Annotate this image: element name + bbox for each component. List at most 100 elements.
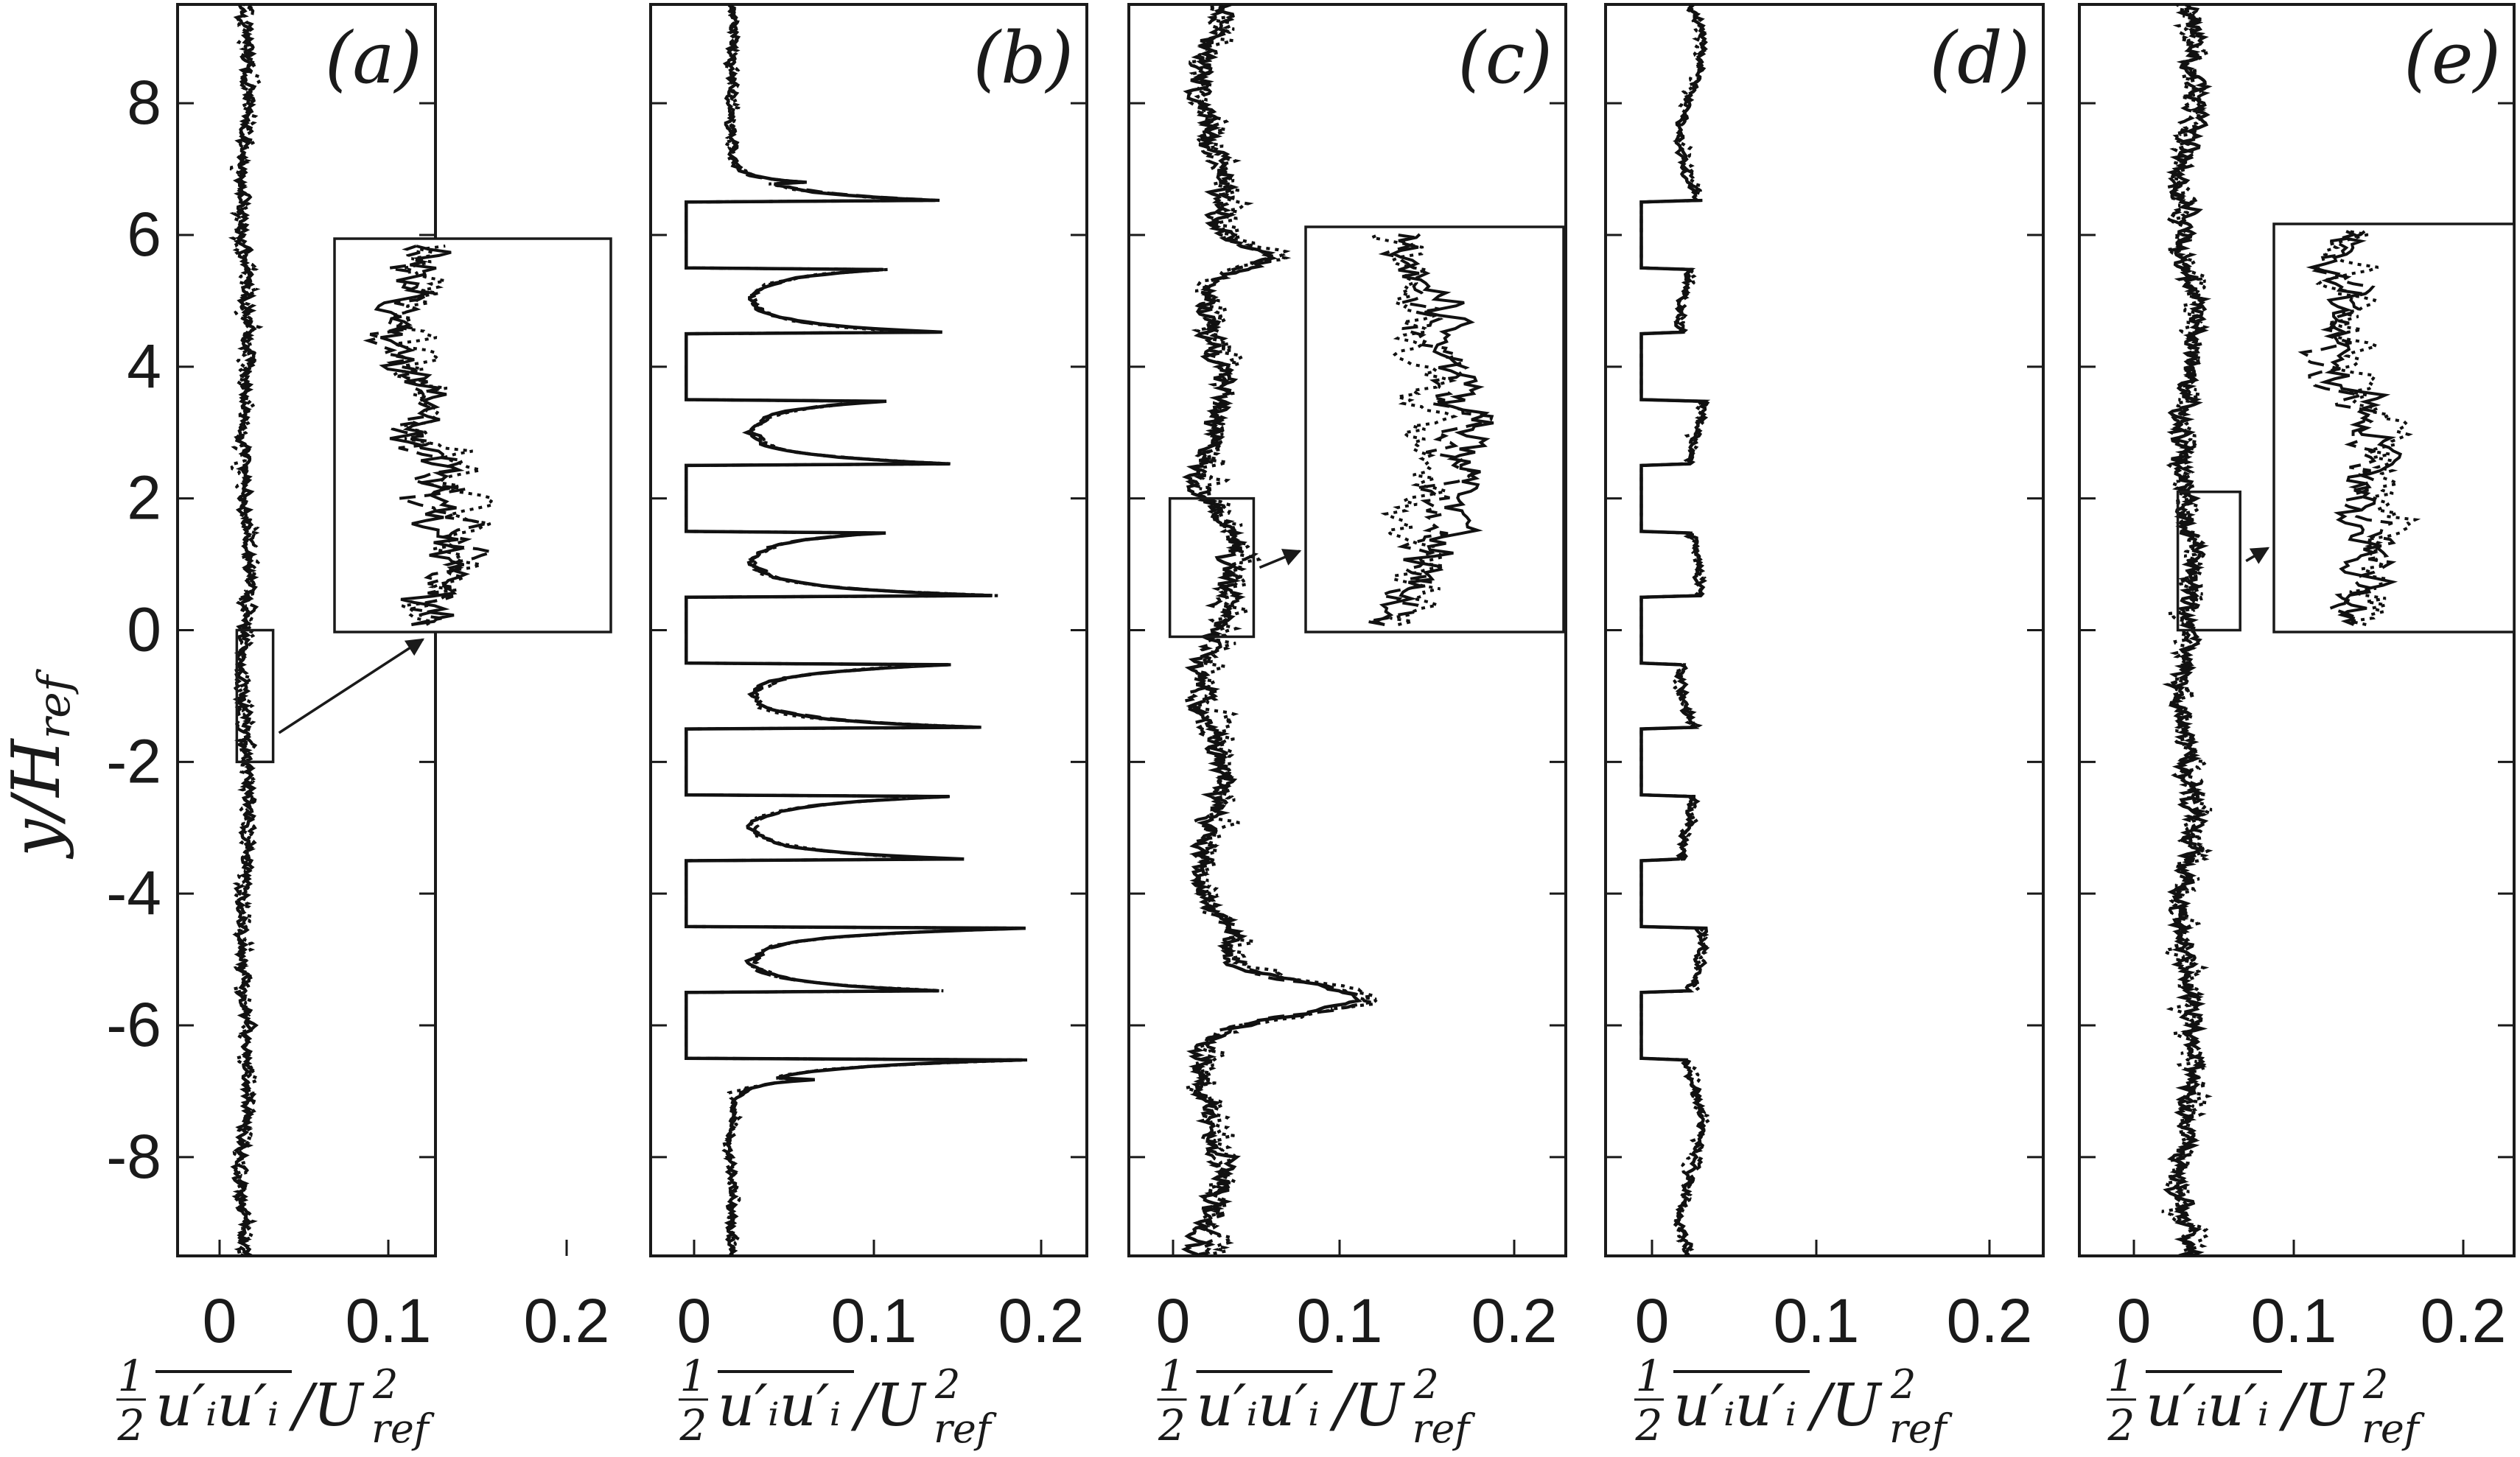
x-label-half-num: 1 [1158,1351,1186,1401]
zoom-box [2176,490,2241,632]
inset-curves [1366,233,1494,626]
x-label-expr: u′ᵢu′ᵢ [1673,1373,1796,1439]
y-tick-label: -4 [106,858,161,927]
zoom-box [235,628,275,764]
inset-solid-line [2306,230,2403,625]
dotted-profile-line [1185,4,1379,1256]
svg-text:y/Href: y/Href [0,668,80,860]
zoom-arrow [2245,547,2270,564]
dotted-profile-line [685,4,1028,1256]
y-tick-label: 8 [127,68,161,137]
dashed-profile-line [1639,4,1710,1256]
y-tick-label: 6 [127,200,161,269]
inset-dotted-line [1366,233,1458,626]
x-tick-label: 0.1 [2251,1286,2337,1355]
dashed-profile-line [2163,4,2211,1256]
x-tick-label: 0 [1156,1286,1191,1355]
x-label-expr: u′ᵢu′ᵢ [718,1373,841,1439]
panel-label: (a) [325,17,422,99]
x-label-sub: ref [1889,1405,1953,1452]
y-tick-label: 0 [127,595,161,664]
x-label-sub: ref [1413,1405,1476,1452]
y-axis-label: y/Href [0,668,80,860]
inset-curves [2297,230,2421,626]
x-tick-label: 0 [1635,1286,1670,1355]
x-label-half-den: 2 [2107,1400,2135,1450]
x-label-sup: 2 [934,1361,960,1408]
x-tick-label: 0.1 [346,1286,432,1355]
x-label-sub: ref [2362,1405,2425,1452]
x-tick-label: 0 [2117,1286,2152,1355]
x-label-sup: 2 [1413,1361,1439,1408]
y-tick-label: -6 [106,990,161,1059]
x-label-sup: 2 [2362,1361,2388,1408]
x-tick-label: 0.2 [998,1286,1085,1355]
x-label-expr: u′ᵢu′ᵢ [155,1373,279,1439]
x-label-half-num: 1 [118,1351,145,1401]
solid-profile-line [1180,4,1362,1256]
x-tick-label: 0.2 [1947,1286,2033,1355]
y-tick-label: -2 [106,726,161,796]
inset-dashed-line [2297,230,2397,626]
zoom-arrow [1259,549,1302,569]
panel-label: (e) [2404,17,2501,99]
x-label-expr: u′ᵢu′ᵢ [2146,1373,2269,1439]
x-label-denom: /U [850,1371,927,1439]
x-tick-label: 0.2 [2421,1286,2507,1355]
y-tick-label: 4 [127,331,161,401]
dotted-profile-line [1639,4,1713,1256]
x-tick-label: 0.1 [1297,1286,1383,1355]
x-label-denom: /U [288,1371,365,1439]
x-label-half-den: 2 [679,1400,707,1450]
panel-label: (b) [973,17,1074,99]
x-label-half-num: 1 [1636,1351,1663,1401]
x-label-half-num: 1 [680,1351,707,1401]
dashed-profile-line [685,4,1026,1256]
inset-dashed-line [1366,233,1494,626]
y-axis-label-main: y/H [0,738,75,860]
x-label-denom: /U [1329,1371,1406,1439]
profile-curves [685,4,1028,1256]
x-tick-label: 0 [677,1286,712,1355]
dotted-profile-line [2159,4,2215,1256]
y-tick-label: -8 [106,1122,161,1191]
x-tick-label: 0.1 [831,1286,917,1355]
x-tick-label: 0.2 [524,1286,610,1355]
profile-curves [1180,4,1379,1256]
x-label-sup: 2 [372,1361,398,1408]
x-label-half-num: 1 [2108,1351,2135,1401]
x-label-denom: /U [2278,1371,2355,1439]
dashed-profile-line [1181,4,1371,1256]
x-label-expr: u′ᵢu′ᵢ [1197,1373,1320,1439]
x-label-sub: ref [371,1405,435,1452]
inset-solid-line [374,245,470,626]
inset-solid-line [1370,233,1494,626]
panel-label: (c) [1457,17,1553,99]
plot-frame [1604,3,2045,1257]
x-label-half-den: 2 [1158,1400,1186,1450]
y-axis-label-sub: ref [29,668,80,739]
inset-dotted-line [2315,230,2421,626]
y-tick-label: 2 [127,463,161,533]
inset-frame [333,237,612,633]
inset-curves [363,245,498,626]
x-tick-label: 0.1 [1774,1286,1860,1355]
zoom-box [1168,496,1256,639]
inset-frame [2272,222,2516,633]
x-label-half-den: 2 [117,1400,145,1450]
x-tick-label: 0 [203,1286,237,1355]
panel-label: (d) [1930,17,2030,99]
x-label-sup: 2 [1890,1361,1916,1408]
x-label-denom: /U [1806,1371,1883,1439]
